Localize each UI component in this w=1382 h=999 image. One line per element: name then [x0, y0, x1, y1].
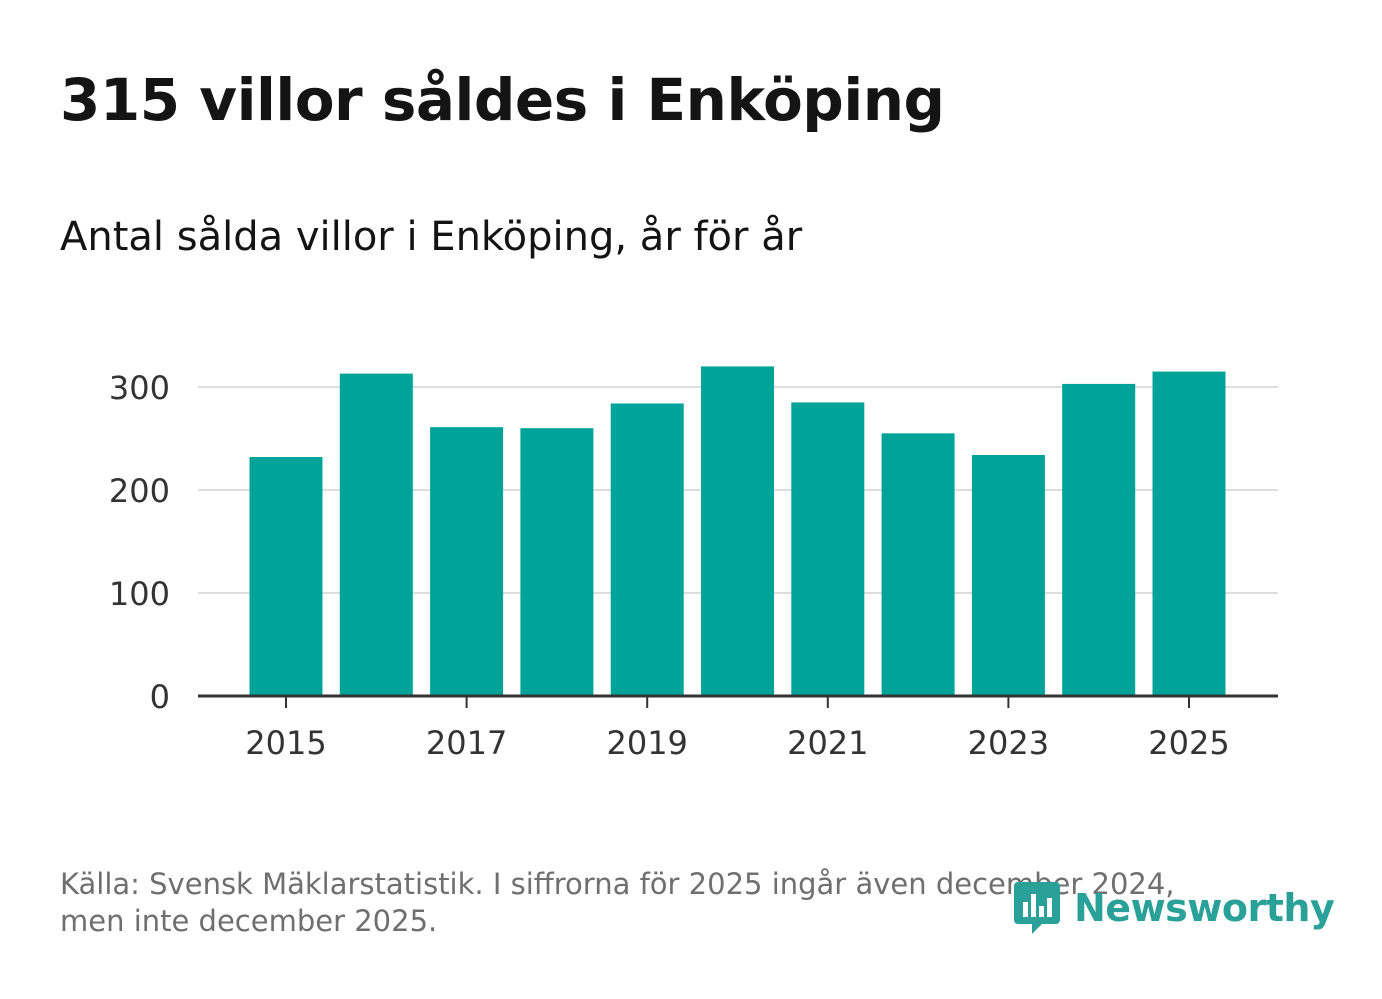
y-tick-label: 200: [109, 472, 170, 510]
x-tick-label: 2017: [426, 724, 507, 762]
newsworthy-logo: Newsworthy: [1012, 880, 1335, 936]
y-tick-label: 0: [150, 678, 170, 716]
bar-2018: [520, 428, 594, 696]
source-line-1: Källa: Svensk Mäklarstatistik. I siffror…: [60, 867, 1175, 901]
bar-chart: 0 100 200 300 2015 2017 2019 2021 2023 2025: [109, 366, 1278, 762]
source-note: Källa: Svensk Mäklarstatistik. I siffror…: [60, 866, 1260, 940]
x-tick-label: 2023: [968, 724, 1049, 762]
x-tick-label: 2025: [1148, 724, 1229, 762]
x-tick-label: 2019: [606, 724, 687, 762]
x-tick-label: 2015: [245, 724, 326, 762]
chart-title: 315 villor såldes i Enköping: [60, 66, 945, 134]
bar-2020: [701, 366, 774, 696]
bar-2023: [971, 454, 1045, 696]
y-tick-label: 300: [109, 369, 170, 407]
bar-2022: [881, 433, 955, 696]
newsworthy-logo-icon: [1014, 882, 1060, 934]
x-tick-label: 2021: [787, 724, 868, 762]
bar-2025: [1152, 371, 1226, 696]
bar-2019: [610, 403, 684, 696]
bar-2024: [1062, 383, 1136, 696]
bar-2016: [339, 373, 413, 696]
bar-2015: [249, 457, 323, 696]
source-line-2: men inte december 2025.: [60, 904, 438, 938]
bar-2017: [430, 427, 504, 696]
chart-subtitle: Antal sålda villor i Enköping, år för år: [60, 214, 803, 260]
bar-2021: [791, 402, 865, 696]
y-tick-label: 100: [109, 575, 170, 613]
newsworthy-logo-text: Newsworthy: [1074, 886, 1335, 930]
